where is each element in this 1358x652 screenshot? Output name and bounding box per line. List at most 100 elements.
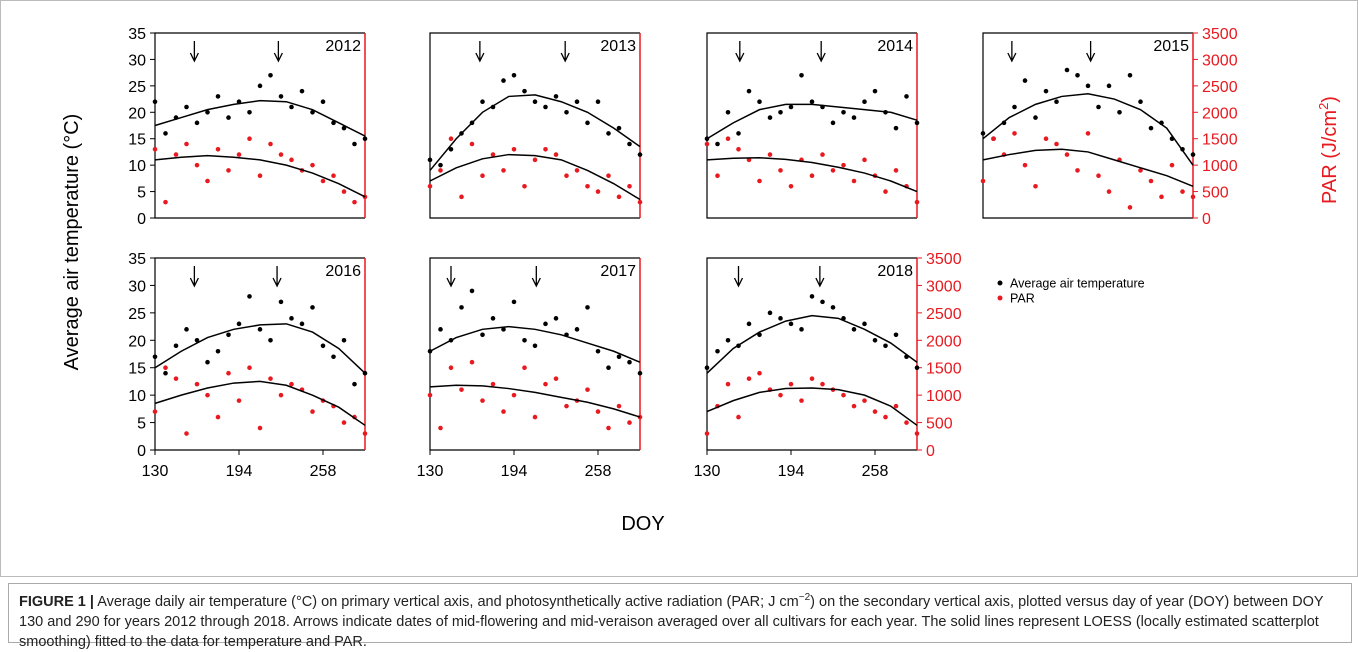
data-point: [352, 381, 357, 387]
data-point: [574, 327, 580, 332]
y2-tick-label: 1500: [1202, 132, 1238, 149]
data-point: [553, 94, 559, 99]
data-point: [606, 173, 611, 179]
data-point: [289, 381, 294, 387]
data-point: [469, 288, 475, 294]
data-point: [352, 141, 357, 147]
data-point: [278, 299, 284, 305]
data-point: [1138, 99, 1143, 105]
data-point: [627, 420, 632, 425]
y2-title-sup: 2: [1316, 103, 1331, 110]
data-point: [1127, 72, 1133, 78]
data-point: [883, 414, 888, 420]
data-point: [704, 141, 710, 147]
data-point: [767, 115, 773, 120]
data-point: [427, 183, 433, 189]
event-arrow: [189, 266, 199, 288]
data-point: [778, 168, 783, 173]
data-point: [851, 403, 857, 409]
x-tick-label: 258: [310, 463, 337, 480]
data-point: [448, 365, 454, 371]
data-point: [226, 370, 231, 376]
data-point: [1022, 162, 1028, 168]
y-tick-label: 0: [137, 211, 146, 228]
data-point: [809, 173, 815, 179]
data-point: [490, 381, 496, 387]
data-point: [341, 125, 347, 131]
data-point: [427, 392, 433, 398]
data-point: [257, 425, 263, 431]
data-point: [757, 178, 762, 184]
loess-line: [429, 384, 641, 418]
data-point: [1064, 67, 1070, 73]
loess-line: [706, 387, 918, 426]
legend-label: Average air temperature: [1010, 277, 1145, 291]
data-point: [501, 168, 506, 173]
data-point: [459, 194, 464, 200]
data-point: [778, 392, 783, 398]
data-point: [289, 104, 294, 110]
data-point: [278, 152, 284, 157]
data-point: [331, 354, 336, 360]
data-point: [574, 99, 580, 105]
data-point: [532, 414, 538, 420]
panel-title: 2013: [600, 38, 636, 55]
data-point: [501, 327, 506, 332]
data-point: [194, 120, 200, 126]
data-point: [585, 305, 590, 310]
data-point: [226, 332, 231, 338]
panel-frame: [154, 257, 365, 451]
data-point: [1169, 162, 1175, 168]
data-point: [173, 343, 179, 349]
data-point: [746, 88, 752, 94]
event-arrow: [475, 41, 485, 63]
data-point: [1012, 104, 1017, 110]
data-point: [1127, 205, 1133, 210]
data-point: [268, 376, 273, 381]
data-point: [511, 299, 517, 305]
y-tick-label: 25: [128, 79, 146, 96]
data-point: [1096, 173, 1101, 179]
data-point: [511, 72, 517, 78]
data-point: [778, 109, 783, 115]
data-point: [704, 365, 710, 371]
data-point: [268, 141, 273, 147]
data-point: [289, 316, 294, 321]
data-point: [310, 109, 315, 115]
data-point: [564, 173, 569, 179]
y2-tick-label: 2000: [1202, 105, 1238, 122]
data-point: [522, 337, 527, 343]
loess-line: [154, 323, 366, 374]
data-point: [767, 152, 773, 157]
event-arrow: [733, 266, 744, 288]
y2-tick-label: 3500: [926, 251, 962, 268]
data-point: [767, 310, 773, 316]
event-arrow: [560, 41, 570, 63]
data-point: [469, 141, 475, 147]
caption-label: FIGURE 1 |: [19, 594, 94, 610]
data-point: [841, 109, 846, 115]
data-point: [1033, 183, 1038, 189]
data-point: [1180, 189, 1185, 194]
event-arrow: [816, 41, 826, 63]
y2-tick-label: 1000: [926, 388, 962, 405]
data-point: [830, 168, 836, 173]
y2-title-end: ): [1319, 96, 1341, 103]
data-point: [757, 370, 762, 376]
panel-title: 2017: [600, 263, 636, 280]
y-tick-label: 15: [128, 132, 146, 149]
data-point: [320, 343, 326, 349]
data-point: [480, 173, 485, 179]
data-point: [1033, 115, 1038, 120]
data-point: [564, 109, 569, 115]
legend-label: PAR: [1010, 292, 1035, 306]
data-point: [725, 136, 731, 142]
x-tick-label: 194: [778, 463, 805, 480]
data-point: [991, 136, 996, 142]
x-tick-label: 130: [417, 463, 444, 480]
y-tick-label: 35: [128, 26, 146, 43]
data-point: [704, 431, 710, 436]
data-point: [352, 199, 357, 205]
data-point: [427, 157, 433, 163]
data-point: [163, 365, 168, 371]
